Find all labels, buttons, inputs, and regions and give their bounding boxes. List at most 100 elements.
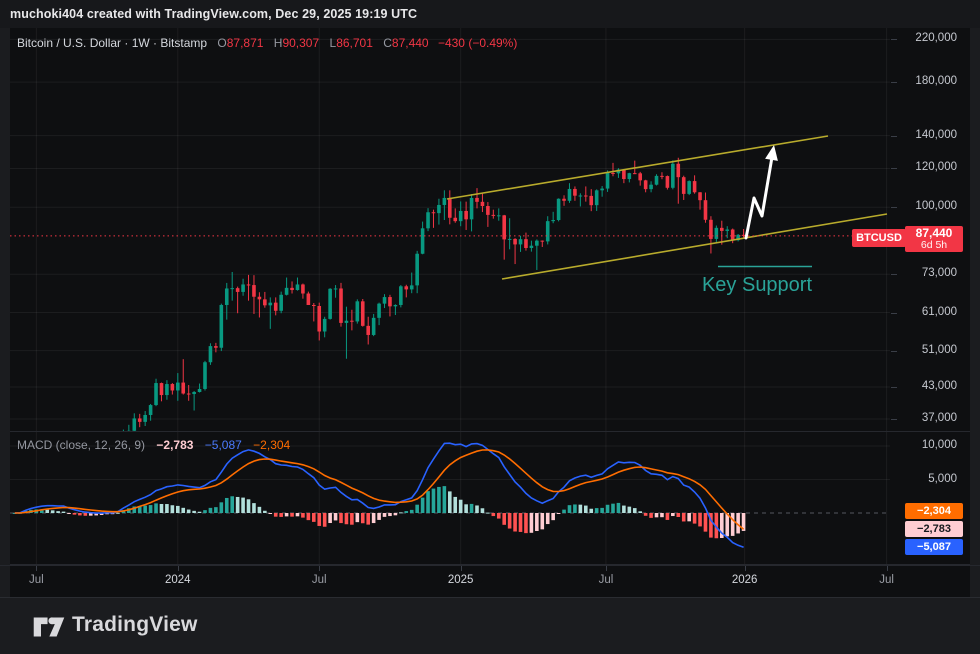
candle-body	[148, 405, 153, 415]
macd-histogram-bar	[306, 513, 311, 521]
macd-histogram-bar	[513, 513, 517, 532]
macd-histogram-bar	[453, 496, 458, 513]
price-tick-mark	[891, 168, 897, 170]
time-tick-month: Jul	[879, 574, 894, 586]
footer-bar: TradingView	[0, 597, 980, 654]
time-tick-mark	[605, 566, 607, 571]
price-tick-mark	[891, 386, 897, 388]
candle-body	[496, 215, 501, 217]
tradingview-logo-icon[interactable]	[33, 614, 65, 640]
macd-histogram-bar	[409, 509, 414, 513]
macd-histogram-bar	[165, 504, 169, 513]
macd-title: MACD (close, 12, 26, 9)	[17, 438, 146, 452]
candle-body	[687, 181, 691, 194]
tradingview-logo-text[interactable]: TradingView	[72, 613, 198, 636]
candle-body	[295, 284, 300, 291]
macd-histogram-bar	[632, 508, 637, 513]
macd-histogram-bar	[197, 511, 202, 513]
candle-body	[513, 238, 517, 245]
macd-histogram-bar	[556, 513, 561, 514]
macd-tick-label: 10,000	[921, 439, 957, 451]
macd-histogram-bar	[72, 513, 77, 515]
macd-histogram-bar	[176, 505, 180, 513]
macd-line-axis-label: −5,087	[905, 539, 963, 555]
candle-body	[475, 197, 479, 202]
candle-body	[312, 304, 316, 307]
candle-body	[355, 301, 360, 322]
candle-body	[252, 285, 256, 297]
price-axis[interactable]: 220,000 180,000 140,000 120,000 100,000 73,00…	[891, 28, 970, 565]
breakout-arrow-shaft	[744, 158, 773, 240]
macd-histogram-bar	[518, 513, 523, 532]
macd-histogram-bar	[371, 513, 376, 524]
price-tick-label: 180,000	[915, 75, 957, 88]
price-tick-label: 37,000	[921, 411, 957, 424]
candle-body	[464, 210, 468, 220]
macd-histogram-bar	[730, 513, 735, 536]
macd-histogram-bar	[399, 512, 403, 514]
pane-divider[interactable]	[10, 431, 970, 432]
macd-indicator-pane[interactable]	[0, 432, 891, 565]
lower-trendline[interactable]	[501, 213, 888, 280]
macd-histogram-bar	[246, 499, 251, 513]
macd-histogram-bar	[154, 503, 158, 513]
macd-histogram-bar	[545, 513, 550, 525]
macd-histogram-bar	[540, 513, 545, 530]
candle-body	[584, 195, 588, 197]
macd-line	[14, 442, 744, 548]
symbol-legend[interactable]: Bitcoin / U.S. Dollar · 1W · Bitstamp O8…	[17, 36, 517, 50]
macd-histogram-bar	[605, 504, 610, 513]
candle-body	[306, 293, 311, 305]
macd-line-value: −5,087	[204, 438, 242, 452]
time-tick-month: Jul	[29, 574, 44, 586]
candle-body	[263, 299, 267, 306]
time-tick-year: 2026	[731, 574, 758, 586]
upper-trendline[interactable]	[446, 135, 829, 200]
candle-body	[219, 304, 224, 348]
time-axis[interactable]: Jul 2024 Jul 2025 Jul 2026 Jul	[0, 565, 980, 598]
candle-body	[360, 301, 365, 326]
candle-body	[371, 317, 376, 335]
candle-body	[230, 288, 234, 290]
macd-histogram-bar	[186, 509, 191, 513]
candle-body	[469, 197, 474, 220]
macd-legend[interactable]: MACD (close, 12, 26, 9) −2,783 −5,087 −2…	[17, 438, 290, 452]
macd-histogram-bar	[50, 510, 55, 513]
change-value: −430 (−0.49%)	[437, 36, 518, 50]
macd-histogram-bar	[235, 496, 240, 513]
macd-histogram-bar	[627, 506, 632, 513]
macd-histogram-bar	[339, 513, 343, 524]
macd-histogram-bar	[649, 513, 653, 518]
macd-histogram-bar	[426, 491, 430, 513]
candle-body	[627, 173, 632, 180]
macd-histogram-bar	[143, 505, 147, 513]
candle-body	[393, 304, 398, 307]
candle-body	[540, 240, 545, 242]
candle-body	[344, 320, 349, 323]
macd-histogram-bar	[502, 513, 506, 525]
price-tick-label: 120,000	[915, 161, 957, 174]
macd-histogram-bar	[507, 513, 512, 529]
breakout-arrow-head	[765, 145, 778, 161]
macd-histogram-bar	[491, 513, 496, 517]
candle-body	[442, 197, 447, 205]
macd-histogram-bar	[475, 505, 479, 513]
candle-body	[399, 286, 403, 305]
price-chart-pane[interactable]: Key Support	[0, 28, 891, 431]
time-tick-month: Jul	[311, 574, 327, 586]
candle-body	[681, 177, 686, 194]
candle-body	[714, 227, 719, 239]
macd-histogram-bar	[676, 513, 681, 518]
candle-body	[643, 180, 648, 190]
macd-signal-axis-label: −2,304	[905, 503, 963, 519]
macd-histogram-bar	[698, 513, 702, 527]
candle-body	[415, 253, 419, 286]
macd-histogram-bar	[181, 507, 186, 513]
price-tick-mark	[891, 350, 897, 352]
candle-body	[154, 383, 158, 406]
candle-body	[170, 384, 175, 391]
bar-countdown: 6d 5h	[920, 239, 948, 251]
macd-histogram-bar	[431, 488, 436, 513]
macd-histogram-bar	[148, 505, 153, 513]
